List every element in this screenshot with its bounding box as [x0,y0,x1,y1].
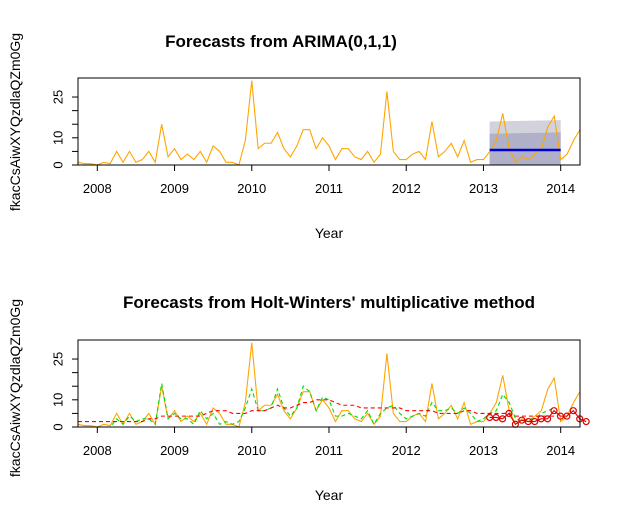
holtwinters-x-tick-label: 2014 [546,443,575,458]
holtwinters-y-label: fkacCsAiwXYQzdlaQZm0Gg [7,299,23,477]
holtwinters-forecast-point [498,415,507,423]
arima-y-tick-label: 25 [51,90,66,104]
holtwinters-x-tick-label: 2011 [315,443,343,458]
holtwinters-forecast-point [569,407,577,415]
arima-interval-band-1 [489,132,561,165]
arima-x-tick-label: 2013 [469,181,498,196]
holtwinters-x-tick-label: 2010 [237,443,266,458]
arima-y-tick-label: 10 [51,131,66,145]
arima-x-tick-label: 2008 [83,181,112,196]
arima-x-tick-label: 2009 [160,181,189,196]
holtwinters-panel: Forecasts from Holt-Winters' multiplicat… [7,293,590,503]
arima-y-tick-label: 0 [51,161,66,168]
arima-x-tick-label: 2010 [237,181,266,196]
holtwinters-x-tick-label: 2009 [160,443,189,458]
arima-panel: Forecasts from ARIMA(0,1,1) Year fkacCsA… [7,32,581,241]
holtwinters-forecast-point [543,415,552,423]
holtwinters-y-tick-label: 25 [51,352,66,366]
holtwinters-y-tick-label: 10 [51,393,66,407]
holtwinters-series-observed [77,342,581,428]
holtwinters-forecast-point [582,417,590,426]
arima-x-tick-label: 2011 [315,181,343,196]
holtwinters-series-level-fit [78,399,555,423]
arima-x-label: Year [315,225,344,241]
holtwinters-forecast-point [518,416,526,424]
arima-x-tick-label: 2014 [546,181,575,196]
holtwinters-x-label: Year [315,487,344,503]
arima-series-observed [77,80,581,166]
holtwinters-forecast-point [550,407,558,415]
arima-title: Forecasts from ARIMA(0,1,1) [165,32,397,51]
holtwinters-x-tick-label: 2008 [83,443,112,458]
holtwinters-forecast-point [492,413,500,422]
arima-x-tick-label: 2012 [392,181,421,196]
holtwinters-forecast-point [563,412,571,420]
holtwinters-forecast-point [505,409,513,418]
holtwinters-x-tick-label: 2013 [469,443,498,458]
holtwinters-series-fitted [78,383,555,428]
arima-y-label: fkacCsAiwXYQzdlaQZm0Gg [7,33,23,211]
holtwinters-forecast-point [531,417,539,426]
holtwinters-x-tick-label: 2012 [392,443,421,458]
holtwinters-y-tick-label: 0 [51,423,66,430]
holtwinters-title: Forecasts from Holt-Winters' multiplicat… [123,293,535,312]
